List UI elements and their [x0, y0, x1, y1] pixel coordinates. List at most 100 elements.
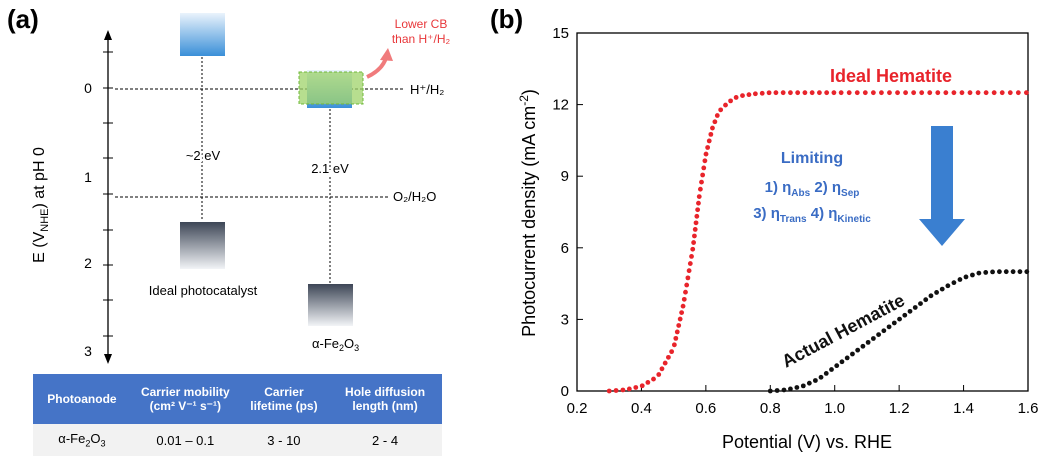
series-0-point	[740, 93, 745, 98]
series-0-point	[943, 90, 949, 96]
series-1-point	[934, 290, 939, 295]
x-tick-label: 1.4	[953, 400, 974, 417]
series-0-point	[666, 354, 671, 360]
table-cell-lifetime: 3 - 10	[239, 424, 329, 456]
series-0-point	[662, 360, 668, 366]
series-0-point	[746, 92, 752, 98]
series-1-point	[990, 269, 995, 275]
series-0-point	[991, 90, 997, 96]
series-0-point	[706, 138, 712, 144]
series-0-point	[692, 227, 698, 232]
series-0-point	[975, 90, 981, 96]
series-1-point	[1024, 269, 1030, 275]
series-0-point	[999, 90, 1005, 96]
series-0-point	[712, 119, 718, 125]
series-1-point	[918, 301, 923, 306]
series-1-point	[818, 374, 824, 380]
series-0-point	[697, 186, 703, 192]
ideal-gap-label: ~2 eV	[186, 148, 221, 163]
series-0-point	[927, 90, 933, 96]
series-0-point	[671, 342, 677, 348]
table-header: Hole diffusion length (nm)	[328, 374, 442, 424]
ytick-1: 1	[84, 169, 92, 185]
series-1-point	[767, 388, 773, 394]
ideal-cb-band	[180, 13, 225, 56]
series-0-point	[710, 125, 715, 131]
ideal-vb-band	[180, 222, 225, 269]
series-1-point	[800, 383, 806, 389]
series-0-point	[689, 253, 694, 259]
panel-b-label: (b)	[490, 4, 524, 34]
series-0-point	[703, 151, 709, 157]
series-0-point	[879, 90, 884, 96]
series-0-point	[959, 90, 965, 96]
series-0-point	[862, 90, 868, 96]
x-tick-label: 0.8	[760, 400, 781, 417]
series-1-point	[850, 351, 855, 357]
series-0-point	[651, 376, 656, 382]
series-0-point	[656, 372, 662, 377]
series-0-point	[788, 90, 793, 96]
series-0-point	[759, 90, 765, 96]
series-1-point	[876, 332, 882, 338]
series-1-point	[788, 386, 793, 392]
series-1-point	[976, 270, 982, 276]
y-tick-label: 6	[561, 240, 569, 257]
series-0-point	[714, 113, 720, 118]
series-0-point	[674, 329, 680, 335]
series-0-point	[695, 207, 701, 213]
series-1-point	[823, 370, 829, 376]
series-0-point	[718, 107, 724, 113]
series-0-point	[690, 246, 696, 252]
x-axis-label: Potential (V) vs. RHE	[722, 432, 892, 452]
note-line-1: Lower CB	[395, 17, 448, 31]
series-0-point	[935, 90, 941, 96]
series-0-point	[766, 90, 772, 96]
series-0-point	[696, 200, 701, 206]
o2-label: O₂/H₂O	[393, 189, 436, 204]
series-1-point	[983, 270, 989, 275]
plot-frame	[576, 32, 1029, 392]
series-1-point	[844, 355, 850, 361]
table-cell-mobility: 0.01 – 0.1	[130, 424, 240, 456]
series-0-point	[633, 385, 639, 390]
series-1-point	[951, 280, 957, 286]
panel-a-ylabel: E (VNHE) at pH 0	[31, 147, 51, 263]
limiting-title: Limiting	[781, 150, 843, 167]
series-label-actual: Actual Hematite	[778, 290, 908, 372]
series-0-point	[1023, 90, 1029, 96]
series-0-point	[1007, 90, 1013, 96]
series-0-point	[669, 349, 675, 355]
series-1-point	[829, 367, 834, 372]
arrow-head-icon	[380, 48, 393, 61]
series-0-point	[620, 387, 626, 393]
axis-arrow-up-icon	[104, 30, 112, 40]
series-1-point	[774, 388, 780, 393]
ideal-name: Ideal photocatalyst	[149, 283, 258, 298]
series-0-point	[606, 388, 612, 394]
limiting-line-2: 3) ηTrans 4) ηKinetic	[753, 205, 871, 225]
panel-a-label: (a)	[7, 4, 39, 34]
y-tick-label: 15	[552, 25, 569, 42]
series-1-point	[997, 269, 1002, 275]
series-0-point	[683, 289, 688, 295]
series-0-point	[733, 95, 739, 100]
series-1-point	[870, 336, 876, 341]
series-0-point	[687, 261, 693, 266]
table-header: Carrier mobility (cm² V⁻¹ s⁻¹)	[130, 374, 240, 424]
series-0-point	[681, 296, 687, 302]
y-tick-label: 0	[561, 383, 569, 400]
series-1-point	[886, 324, 892, 330]
series-0-point	[1015, 90, 1021, 96]
series-0-point	[911, 90, 917, 96]
series-0-point	[699, 179, 704, 185]
series-0-point	[780, 90, 786, 96]
series-1-point	[860, 343, 866, 349]
series-0-point	[951, 90, 957, 96]
series-1-point	[794, 385, 800, 390]
series-0-point	[693, 220, 699, 226]
table-row: α-Fe2O3 0.01 – 0.1 3 - 10 2 - 4	[33, 424, 442, 456]
x-tick-label: 1.2	[889, 400, 910, 417]
series-0-point	[887, 90, 892, 96]
